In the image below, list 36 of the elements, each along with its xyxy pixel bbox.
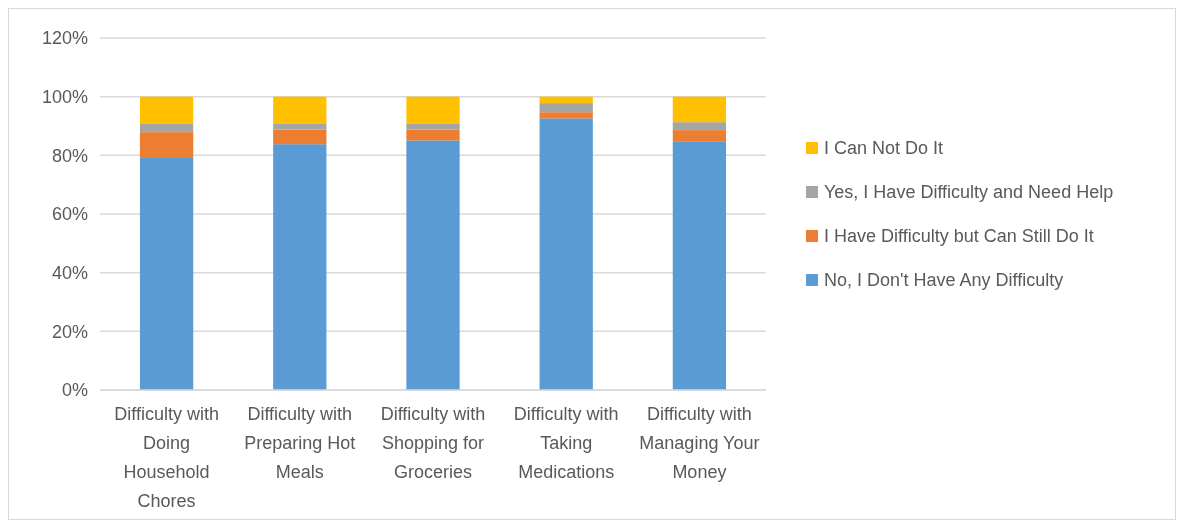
x-tick-label: Difficulty with Doing Household Chores: [114, 404, 219, 511]
x-tick-label: Difficulty with Managing Your Money: [639, 404, 760, 482]
bar: [672, 96, 727, 123]
bar: [273, 96, 327, 124]
bar: [406, 123, 460, 130]
bar: [406, 140, 460, 390]
y-tick-label: 60%: [51, 204, 88, 225]
bar: [539, 103, 593, 113]
x-tick-label: Difficulty with Shopping for Groceries: [380, 404, 486, 482]
bar: [672, 122, 727, 131]
bar: [539, 112, 593, 119]
y-tick-label: 0%: [61, 380, 88, 401]
y-tick-label: 80%: [51, 145, 88, 166]
bar: [539, 118, 593, 390]
bar: [672, 141, 727, 390]
x-tick-label: Difficulty with Taking Medications: [513, 404, 619, 482]
legend-label: No, I Don't Have Any Difficulty: [824, 270, 1064, 291]
y-tick-label: 20%: [51, 321, 88, 342]
legend-label: Yes, I Have Difficulty and Need Help: [824, 182, 1114, 203]
bar: [139, 157, 194, 390]
bar: [539, 96, 593, 104]
bar: [139, 132, 194, 158]
x-tick-label: Difficulty with Preparing Hot Meals: [244, 404, 356, 482]
y-tick-label: 100%: [41, 86, 88, 107]
bar: [273, 123, 327, 130]
y-tick-label: 120%: [41, 28, 88, 49]
bar: [406, 96, 460, 124]
bar: [273, 144, 327, 390]
bar: [273, 129, 327, 145]
bar: [139, 123, 194, 133]
y-tick-label: 40%: [51, 262, 88, 283]
bar: [672, 130, 727, 142]
bar: [406, 129, 460, 141]
legend-label: I Can Not Do It: [824, 138, 944, 159]
bar: [139, 96, 194, 124]
legend-label: I Have Difficulty but Can Still Do It: [824, 226, 1094, 247]
